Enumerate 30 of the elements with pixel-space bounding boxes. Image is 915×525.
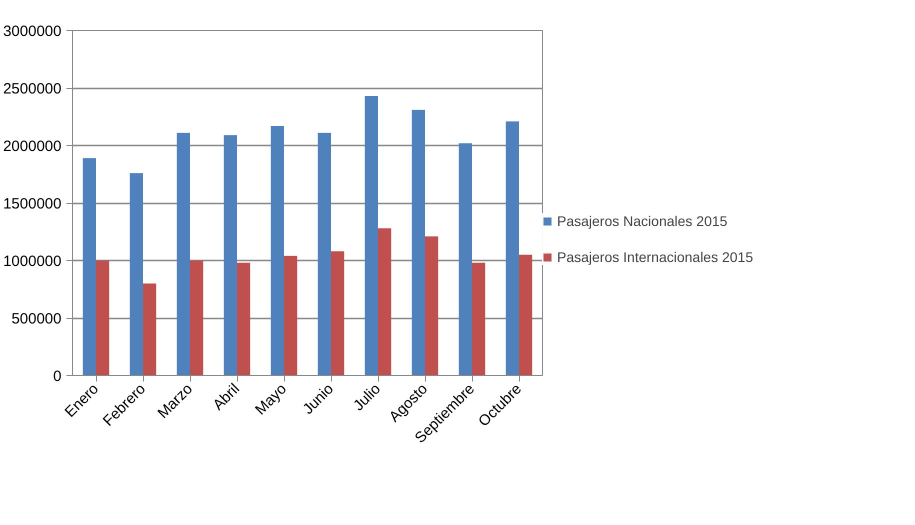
legend-label: Pasajeros Internacionales 2015 <box>557 249 754 265</box>
bar <box>506 121 519 376</box>
y-tick-label: 3000000 <box>3 23 62 40</box>
bar <box>190 260 204 376</box>
bar <box>176 132 190 376</box>
bar <box>378 228 392 376</box>
bar <box>270 126 284 376</box>
y-tick-label: 2000000 <box>3 138 62 155</box>
bar <box>237 262 250 376</box>
bar <box>130 173 143 376</box>
bar <box>318 132 331 376</box>
bar <box>82 158 96 376</box>
bar <box>412 110 425 376</box>
y-tick-label: 1500000 <box>3 196 62 212</box>
bar <box>425 236 438 376</box>
y-tick-label: 1000000 <box>3 253 62 270</box>
y-tick-label: 500000 <box>11 310 62 328</box>
legend-label: Pasajeros Nacionales 2015 <box>557 213 728 229</box>
bar <box>284 256 298 376</box>
y-tick-label: 0 <box>53 368 62 385</box>
bar <box>331 251 344 376</box>
bar <box>364 96 378 376</box>
y-tick-label: 2500000 <box>3 80 62 98</box>
bar <box>519 254 532 376</box>
x-tick-label: Julio <box>350 380 384 414</box>
bar <box>458 143 472 376</box>
bar <box>472 262 486 376</box>
bar <box>96 260 110 376</box>
bar <box>143 284 156 376</box>
bar <box>224 135 237 376</box>
